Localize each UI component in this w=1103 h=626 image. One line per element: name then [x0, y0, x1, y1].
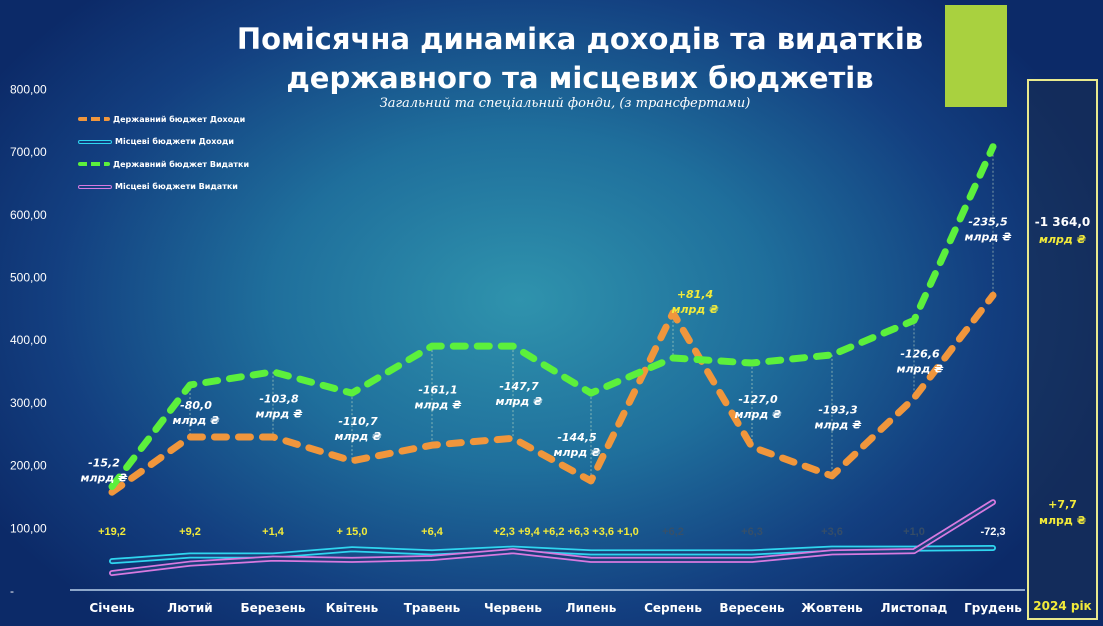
state-revenue-line	[108, 291, 997, 496]
y-tick-label: 500,00	[10, 271, 47, 285]
state-balance-unit: млрд ₴	[495, 395, 543, 408]
title-line-1: Помісячна динаміка доходів та видатків	[236, 22, 924, 56]
annual-summary-panel: -1 364,0 млрд ₴ +7,7 млрд ₴ 2024 рік	[1027, 79, 1098, 620]
y-tick-label: -	[10, 584, 14, 598]
annual-label: 2024 рік	[1033, 599, 1092, 613]
local-expenditure-line-inner	[110, 500, 995, 575]
legend-item: Державний бюджет Доходи	[78, 108, 249, 131]
state-annual-unit: млрд ₴	[1038, 233, 1087, 246]
y-tick-label: 300,00	[10, 396, 47, 410]
state-balance-unit: млрд ₴	[553, 446, 601, 459]
local-balance-value: +6,3	[741, 526, 763, 538]
x-tick-label: Жовтень	[801, 601, 863, 615]
local-annual-unit: млрд ₴	[1038, 514, 1087, 527]
title-line-2: державного та місцевих бюджетів	[286, 61, 874, 95]
local-balance-value: +1,0	[903, 526, 925, 538]
y-tick-label: 200,00	[10, 459, 47, 473]
local-balance-value: +3,6	[821, 526, 843, 538]
chart-title: Помісячна динаміка доходів та видатків д…	[200, 20, 960, 98]
state-balance-unit: млрд ₴	[414, 399, 462, 412]
state-balance-unit: млрд ₴	[80, 472, 128, 485]
local-revenue-line-inner	[110, 546, 995, 563]
x-tick-label: Липень	[566, 601, 617, 615]
state-balance-value: -15,2	[88, 457, 120, 470]
chart-legend: Державний бюджет Доходи Місцеві бюджети …	[78, 108, 249, 198]
legend-swatch	[78, 117, 110, 122]
state-balance-value: -235,5	[968, 215, 1008, 228]
x-tick-label: Серпень	[644, 601, 702, 615]
legend-swatch	[78, 139, 112, 144]
local-balance-value: +6,4	[421, 526, 444, 538]
state-balance-value: -110,7	[338, 415, 378, 428]
x-tick-label: Квітень	[326, 601, 379, 615]
x-tick-label: Травень	[404, 601, 461, 615]
legend-label: Державний бюджет Доходи	[113, 114, 246, 124]
x-tick-label: Грудень	[964, 601, 1022, 615]
legend-swatch	[78, 162, 110, 167]
state-balance-value: -103,8	[259, 392, 299, 405]
legend-item: Місцеві бюджети Доходи	[78, 131, 249, 154]
state-balance-unit: млрд ₴	[896, 362, 944, 375]
legend-swatch	[78, 184, 112, 189]
state-expenditure-line	[108, 143, 997, 491]
local-balance-value: + 15,0	[337, 526, 368, 538]
state-balance-unit: млрд ₴	[734, 408, 782, 421]
y-tick-label: 800,00	[10, 82, 47, 96]
state-balance-unit: млрд ₴	[172, 414, 220, 427]
x-tick-label: Вересень	[719, 601, 785, 615]
state-balance-value: -127,0	[738, 393, 778, 406]
state-balance-value: -193,3	[818, 403, 858, 416]
local-annual-balance: +7,7	[1048, 498, 1077, 511]
state-balance-unit: млрд ₴	[671, 303, 719, 316]
state-balance-value: -126,6	[900, 347, 940, 360]
state-balance-unit: млрд ₴	[255, 407, 303, 420]
state-balance-value: -144,5	[557, 431, 597, 444]
legend-label: Державний бюджет Видатки	[113, 159, 250, 169]
state-balance-value: -161,1	[418, 384, 457, 397]
local-balance-value: +9,2	[179, 526, 201, 538]
legend-item: Місцеві бюджети Видатки	[78, 176, 249, 199]
decorative-lime-block	[945, 5, 1007, 107]
legend-label: Місцеві бюджети Доходи	[115, 137, 234, 147]
local-balance-value: +6,2	[662, 526, 684, 538]
state-balance-unit: млрд ₴	[334, 430, 382, 443]
y-tick-label: 100,00	[10, 521, 47, 535]
state-balance-unit: млрд ₴	[814, 418, 862, 431]
x-tick-label: Листопад	[881, 601, 948, 615]
legend-label: Місцеві бюджети Видатки	[115, 182, 238, 192]
y-tick-label: 400,00	[10, 333, 47, 347]
x-tick-label: Червень	[484, 601, 542, 615]
y-tick-label: 700,00	[10, 145, 47, 159]
state-balance-unit: млрд ₴	[964, 230, 1012, 243]
x-tick-label: Лютий	[167, 601, 212, 615]
y-tick-label: 600,00	[10, 208, 47, 222]
local-balance-value: +1,4	[262, 526, 285, 538]
state-balance-value: +81,4	[677, 288, 713, 301]
x-tick-label: Січень	[89, 601, 135, 615]
state-balance-value: -80,0	[180, 399, 212, 412]
state-balance-value: -147,7	[499, 380, 539, 393]
state-annual-balance: -1 364,0	[1034, 215, 1091, 229]
local-balance-value: +19,2	[98, 526, 126, 538]
local-balance-value: -72,3	[980, 526, 1005, 538]
x-tick-label: Березень	[240, 601, 305, 615]
chart-subtitle: Загальний та спеціальний фонди, (з транс…	[379, 96, 751, 111]
local-balance-value: +2,3 +9,4 +6,2 +6,3 +3,6 +1,0	[493, 526, 639, 538]
legend-item: Державний бюджет Видатки	[78, 153, 249, 176]
